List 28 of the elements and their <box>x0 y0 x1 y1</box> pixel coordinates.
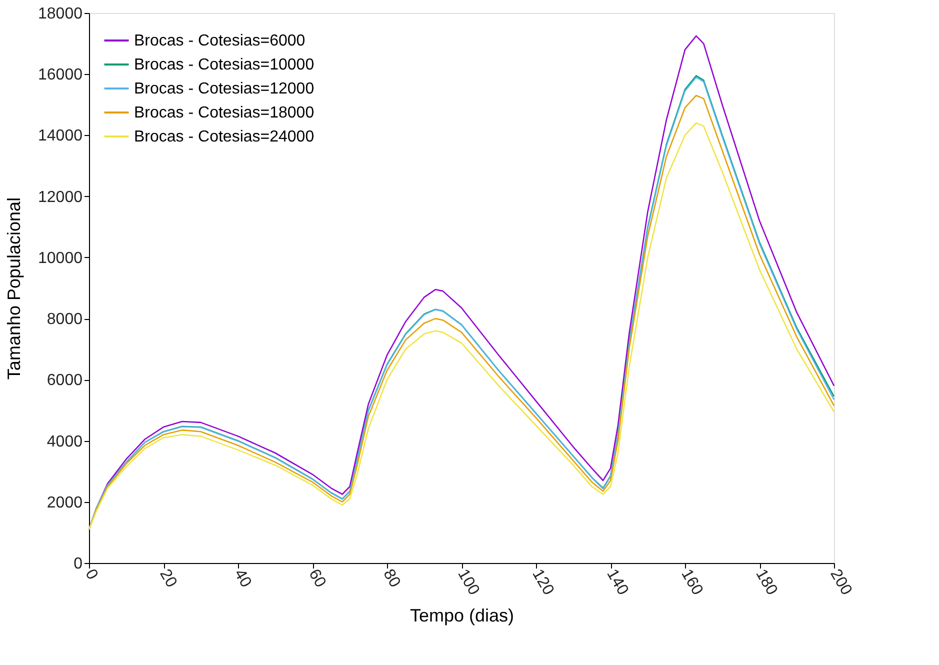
x-tick-label: 200 <box>826 566 855 598</box>
x-tick-label: 120 <box>528 566 557 598</box>
y-tick-label: 4000 <box>46 433 83 450</box>
y-tick-label: 12000 <box>38 188 83 206</box>
x-tick-label: 140 <box>603 566 632 598</box>
y-tick-label: 0 <box>74 556 83 572</box>
x-tick-label: 20 <box>156 566 180 590</box>
y-tick-label: 14000 <box>38 128 83 145</box>
y-tick-label: 2000 <box>46 494 83 512</box>
x-tick-label: 180 <box>752 566 780 598</box>
x-tick-label: 160 <box>678 566 706 598</box>
y-tick-label: 6000 <box>46 372 83 390</box>
x-tick-label: 40 <box>230 566 254 590</box>
y-tick-label: 16000 <box>38 66 83 84</box>
y-tick-label: 10000 <box>38 250 83 267</box>
x-axis-title: Tempo (dias) <box>410 606 514 626</box>
legend-label: Brocas - Cotesias=10000 <box>134 56 314 74</box>
legend-label: Brocas - Cotesias=6000 <box>134 32 306 50</box>
legend-label: Brocas - Cotesias=24000 <box>134 128 314 146</box>
y-tick-label: 8000 <box>46 311 83 328</box>
y-tick-label: 18000 <box>38 6 83 22</box>
legend-label: Brocas - Cotesias=12000 <box>134 80 314 98</box>
x-tick-label: 80 <box>380 566 404 590</box>
x-tick-label: 100 <box>454 566 482 598</box>
y-axis-title: Tamanho Populacional <box>4 197 24 380</box>
legend-label: Brocas - Cotesias=18000 <box>134 104 314 122</box>
x-tick-label: 60 <box>305 566 329 590</box>
x-tick-label: 0 <box>82 566 101 583</box>
